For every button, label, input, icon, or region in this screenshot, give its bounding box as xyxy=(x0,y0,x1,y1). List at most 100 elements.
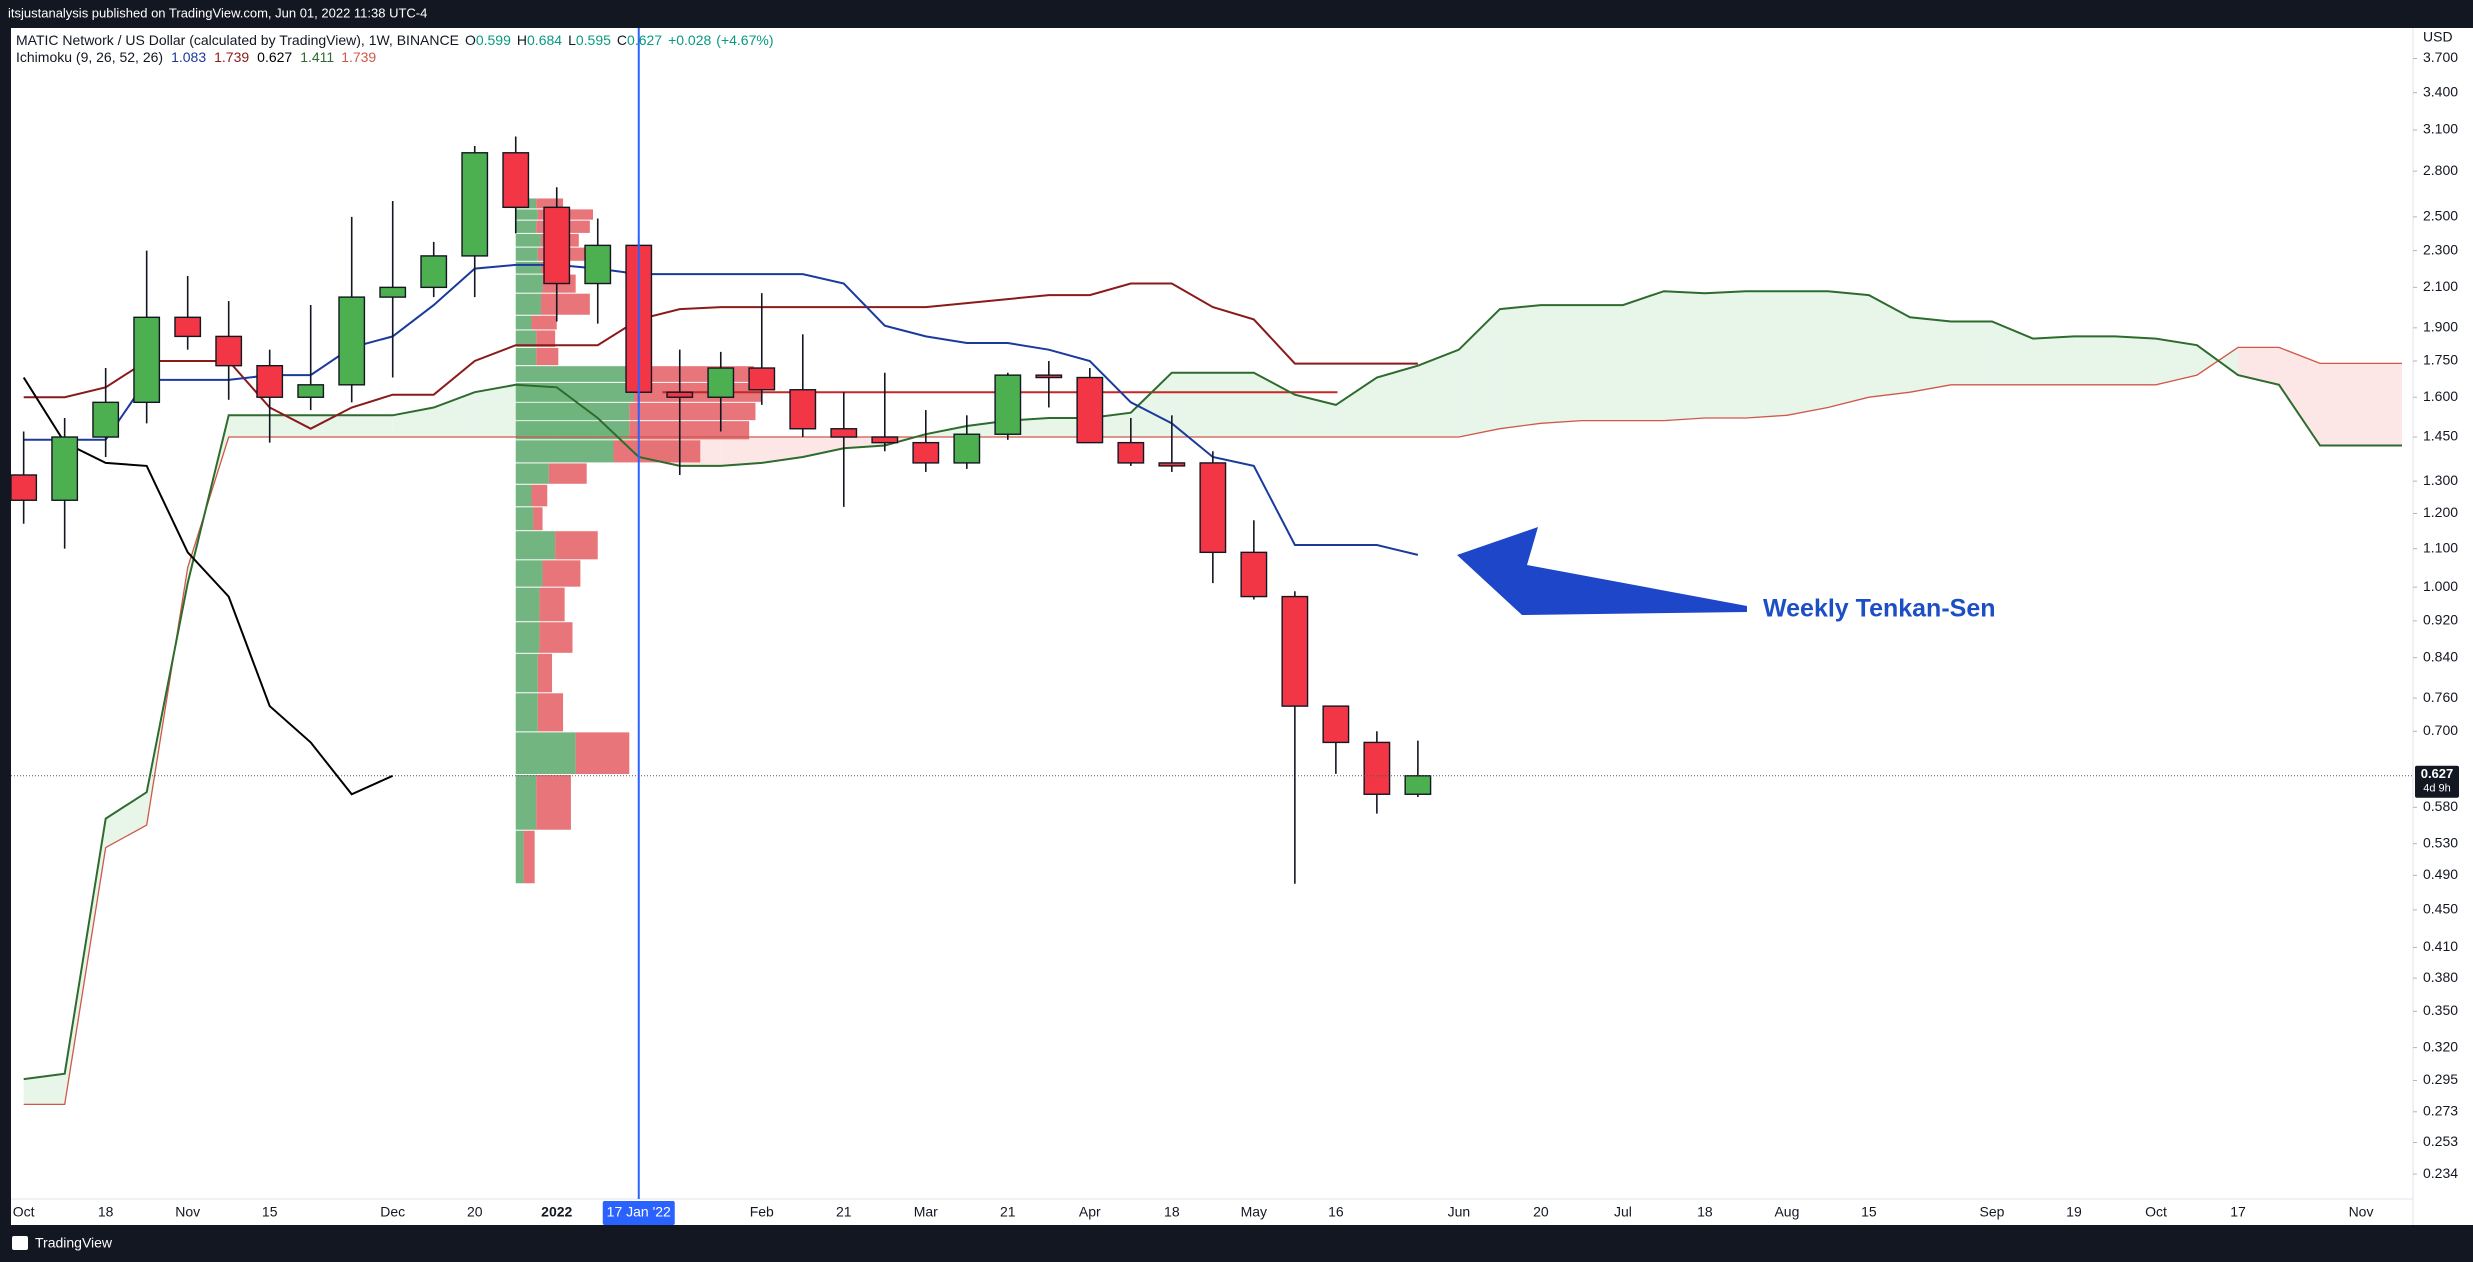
y-tick-label: 0.700 xyxy=(2423,722,2458,738)
indicator-value: 1.083 xyxy=(171,49,206,65)
price-tag xyxy=(2415,765,2459,798)
ohlc-value: 0.599 xyxy=(476,32,511,48)
cloud-fill xyxy=(2279,347,2321,446)
indicator-value: 1.411 xyxy=(300,49,334,65)
candle-body xyxy=(871,436,899,444)
indicator-name: Ichimoku (9, 26, 52, 26) xyxy=(16,49,163,65)
profile-down xyxy=(629,402,756,421)
change: +0.028 xyxy=(668,32,711,48)
cloud-fill xyxy=(1950,321,1992,385)
profile-up xyxy=(515,622,540,653)
candle-body xyxy=(789,389,817,430)
profile-up xyxy=(515,274,543,293)
cloud-fill xyxy=(351,415,393,438)
y-tick-label: 3.400 xyxy=(2423,83,2458,99)
candle-body xyxy=(92,401,120,438)
price-tag-time: 4d 9h xyxy=(2423,783,2451,795)
y-axis-label: USD xyxy=(2423,29,2453,45)
profile-up xyxy=(515,693,538,732)
cloud-fill xyxy=(1458,309,1500,438)
profile-down xyxy=(533,507,543,531)
profile-down xyxy=(536,775,571,830)
x-tick-label: Mar xyxy=(914,1204,938,1220)
cloud-fill xyxy=(1376,365,1418,438)
x-tick-label: 15 xyxy=(262,1204,278,1220)
profile-up xyxy=(515,507,534,531)
annotation-text: Weekly Tenkan-Sen xyxy=(1763,595,1996,623)
y-tick-label: 1.100 xyxy=(2423,539,2458,555)
legend-line: MATIC Network / US Dollar (calculated by… xyxy=(16,32,774,48)
y-tick-label: 3.100 xyxy=(2423,121,2458,137)
candle-body xyxy=(543,206,571,285)
ohlc-value: 0.684 xyxy=(527,32,562,48)
candle-body xyxy=(256,364,284,398)
cloud-fill xyxy=(2114,336,2156,385)
profile-up xyxy=(515,209,538,220)
y-tick-label: 2.800 xyxy=(2423,162,2458,178)
brand: TradingView xyxy=(12,1235,113,1251)
x-tick-label: May xyxy=(1241,1204,1267,1220)
cloud-fill xyxy=(23,1073,65,1105)
publisher: itsjustanalysis published on TradingView… xyxy=(8,5,427,20)
y-tick-label: 1.300 xyxy=(2423,472,2458,488)
x-tick-label: Aug xyxy=(1774,1204,1799,1220)
candle-body xyxy=(1363,741,1391,795)
x-tick-label: Feb xyxy=(750,1204,774,1220)
candle-body xyxy=(1281,595,1309,707)
cloud-fill xyxy=(1335,377,1377,438)
profile-up xyxy=(515,463,549,484)
price-tag-value: 0.627 xyxy=(2421,766,2454,781)
y-tick-label: 0.920 xyxy=(2423,612,2458,628)
x-tick-label: Jun xyxy=(1448,1204,1471,1220)
profile-up xyxy=(515,382,635,402)
x-tick-label: 19 xyxy=(2066,1204,2082,1220)
crosshair-label-bg xyxy=(602,1201,675,1225)
profile-up xyxy=(515,261,541,274)
y-tick-label: 0.760 xyxy=(2423,689,2458,705)
cloud-fill xyxy=(761,437,803,463)
brand-name: TradingView xyxy=(35,1235,113,1251)
x-tick-label: Dec xyxy=(380,1204,405,1220)
candle-body xyxy=(1199,462,1227,554)
x-tick-label: Nov xyxy=(175,1204,200,1220)
y-tick-label: 2.500 xyxy=(2423,208,2458,224)
y-tick-label: 1.900 xyxy=(2423,319,2458,335)
profile-up xyxy=(515,830,524,884)
candle-body xyxy=(1158,462,1186,467)
cloud-fill xyxy=(1909,317,1951,393)
y-tick-label: 0.234 xyxy=(2423,1165,2458,1181)
cloud-fill xyxy=(392,407,434,438)
y-tick-label: 0.253 xyxy=(2423,1133,2458,1149)
x-tick-label: 15 xyxy=(1861,1204,1877,1220)
ohlc-value: 0.627 xyxy=(627,32,662,48)
profile-up xyxy=(515,560,543,587)
cloud-fill xyxy=(1294,394,1336,438)
ichimoku-lead-b xyxy=(23,346,2402,1106)
ichimoku-lagging xyxy=(22,376,394,796)
candle-body xyxy=(1404,775,1432,795)
x-tick-label: 16 xyxy=(1328,1204,1344,1220)
y-tick-label: 0.320 xyxy=(2423,1038,2458,1054)
candle-body xyxy=(420,255,448,289)
x-tick-label: 18 xyxy=(98,1204,114,1220)
y-tick-label: 0.580 xyxy=(2423,798,2458,814)
profile-down xyxy=(542,560,581,587)
x-tick-label: Nov xyxy=(2349,1204,2374,1220)
cloud-fill xyxy=(1253,372,1295,438)
profile-up xyxy=(515,531,556,560)
indicator-value: 1.739 xyxy=(341,49,376,65)
profile-down xyxy=(531,484,548,507)
ohlc-label: C xyxy=(617,32,627,48)
x-tick-label: 17 xyxy=(2230,1204,2246,1220)
cloud-fill xyxy=(2361,363,2403,446)
y-tick-label: 0.450 xyxy=(2423,901,2458,917)
x-tick-label: 20 xyxy=(467,1204,483,1220)
candle-body xyxy=(953,433,981,464)
cloud-fill xyxy=(1786,291,1828,416)
profile-up xyxy=(515,421,630,440)
cloud-fill xyxy=(1991,321,2033,385)
symbol: MATIC Network / US Dollar (calculated by… xyxy=(16,32,459,48)
cloud-fill xyxy=(1581,305,1623,421)
